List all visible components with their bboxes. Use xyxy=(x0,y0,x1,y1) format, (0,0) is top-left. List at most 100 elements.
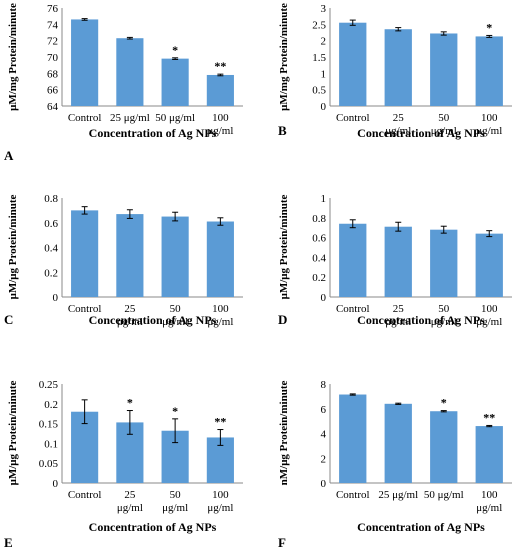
y-tick-label: 66 xyxy=(47,85,59,97)
bar xyxy=(430,411,458,483)
significance-marker: * xyxy=(486,20,492,34)
y-tick-label: 6 xyxy=(321,404,327,416)
bar xyxy=(116,38,144,106)
panel-letter: E xyxy=(4,535,13,550)
y-tick-label: 70 xyxy=(47,52,59,64)
y-tick-label: 0 xyxy=(321,101,327,113)
y-tick-label: 8 xyxy=(321,379,327,391)
x-tick-label: 25 μg/ml xyxy=(385,112,411,137)
bar xyxy=(430,229,458,297)
x-tick-label: 25 μg/ml xyxy=(110,112,150,124)
x-axis-title: Concentration of Ag NPs xyxy=(357,313,485,327)
y-tick-label: 0.2 xyxy=(44,267,58,279)
y-tick-label: 0 xyxy=(321,292,327,304)
y-tick-label: 0 xyxy=(53,292,59,304)
y-tick-label: 2 xyxy=(321,453,327,465)
y-tick-label: 0.6 xyxy=(44,218,58,230)
y-tick-label: 64 xyxy=(47,101,59,113)
bar xyxy=(71,19,99,106)
x-tick-label: Control xyxy=(336,489,370,501)
x-tick-label: 50 μg/ml xyxy=(431,303,457,328)
y-tick-label: 74 xyxy=(47,19,59,31)
bar xyxy=(116,214,144,297)
y-tick-label: 76 xyxy=(47,3,59,15)
x-tick-label: 25 μg/ml xyxy=(378,489,418,501)
panel-f: 0 2 4 6 8 Control 25 μg/ml * 50 μg/ml ** 100 μg/ml C… xyxy=(278,379,512,550)
bar xyxy=(206,221,234,297)
y-tick-label: 3 xyxy=(321,3,327,15)
x-tick-label: 50 μg/ml xyxy=(155,112,195,124)
bar xyxy=(339,223,367,297)
y-tick-label: 1.5 xyxy=(312,52,326,64)
y-tick-label: 0.5 xyxy=(312,85,326,97)
x-tick-label: 25 μg/ml xyxy=(117,489,143,514)
x-tick-label: Control xyxy=(68,112,102,124)
y-tick-label: 0.2 xyxy=(312,272,326,284)
y-axis-title: μM/μg Protein/minute xyxy=(278,194,290,299)
x-tick-label: Control xyxy=(68,303,102,315)
y-tick-label: 0.8 xyxy=(44,193,58,205)
panel-a: 64 66 68 70 72 74 76 Control 25 μg/ml * 50 μg/ml **… xyxy=(4,3,243,163)
x-axis-title: Concentration of Ag NPs xyxy=(89,313,217,327)
x-tick-label: 100 μg/ml xyxy=(207,489,233,514)
x-tick-label: Control xyxy=(336,112,370,124)
panel-b: 0 0.5 1 1.5 2 2.5 3 Control 25 μg/ml 50 μg/ml * 100 μg… xyxy=(278,3,512,140)
y-axis-title: μM/mg Protein/minute xyxy=(7,3,19,111)
x-axis-title: Concentration of Ag NPs xyxy=(89,520,217,534)
panel-letter: F xyxy=(278,535,286,550)
y-tick-label: 68 xyxy=(47,68,59,80)
bar xyxy=(161,216,189,297)
y-tick-label: 2.5 xyxy=(312,19,326,31)
x-tick-label: 25 μg/ml xyxy=(117,303,143,328)
bar xyxy=(384,226,412,297)
y-tick-label: 0 xyxy=(53,478,59,490)
panel-letter: D xyxy=(278,312,287,327)
y-tick-label: 2 xyxy=(321,36,327,48)
y-tick-label: 0.05 xyxy=(39,458,59,470)
x-tick-label: 50 μg/ml xyxy=(431,112,457,137)
x-tick-label: 100 μg/ml xyxy=(476,303,502,328)
significance-marker: ** xyxy=(483,410,495,424)
bar xyxy=(71,210,99,297)
significance-marker: * xyxy=(127,396,133,410)
bar xyxy=(475,426,503,483)
y-axis-title: μM/mg Protein/minute xyxy=(278,3,290,111)
significance-marker: ** xyxy=(214,415,226,429)
y-tick-label: 0.8 xyxy=(312,213,326,225)
y-tick-label: 0.1 xyxy=(44,438,58,450)
x-tick-label: 50 μg/ml xyxy=(424,489,464,501)
x-tick-label: 100 μg/ml xyxy=(207,303,233,328)
y-tick-label: 72 xyxy=(47,36,58,48)
y-axis-title: μM/μg Protein/minute xyxy=(7,194,19,299)
y-tick-label: 0.4 xyxy=(44,243,58,255)
y-tick-label: 0.15 xyxy=(39,419,59,431)
panel-c: 0 0.2 0.4 0.6 0.8 Control 25 μg/ml 50 μg/ml 100 μg/… xyxy=(4,193,243,328)
y-tick-label: 1 xyxy=(321,193,327,205)
x-tick-label: 50 μg/ml xyxy=(162,489,188,514)
y-tick-label: 0.6 xyxy=(312,233,326,245)
y-tick-label: 0 xyxy=(321,478,327,490)
x-axis-title: Concentration of Ag NPs xyxy=(357,126,485,140)
bar xyxy=(161,58,189,106)
x-tick-label: Control xyxy=(68,489,102,501)
y-tick-label: 1 xyxy=(321,68,327,80)
significance-marker: * xyxy=(172,404,178,418)
bar xyxy=(475,233,503,297)
bar xyxy=(384,403,412,483)
significance-marker: * xyxy=(441,396,447,410)
bar xyxy=(475,36,503,106)
x-tick-label: 100 μg/ml xyxy=(476,112,502,137)
panel-d: 0 0.2 0.4 0.6 0.8 1 Control 25 μg/ml 50 μg/ml 100 μg… xyxy=(278,193,512,328)
y-tick-label: 0.2 xyxy=(44,399,58,411)
panel-letter: B xyxy=(278,123,287,138)
y-tick-label: 4 xyxy=(321,429,327,441)
x-tick-label: 50 μg/ml xyxy=(162,303,188,328)
bar xyxy=(206,74,234,106)
bar xyxy=(430,33,458,107)
y-tick-label: 0.4 xyxy=(312,252,326,264)
significance-marker: * xyxy=(172,43,178,57)
panel-letter: A xyxy=(4,148,14,163)
x-axis-title: Concentration of Ag NPs xyxy=(357,520,485,534)
x-tick-label: Control xyxy=(336,303,370,315)
